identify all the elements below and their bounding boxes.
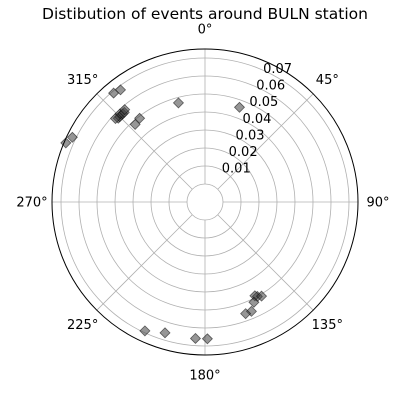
r-tick-label-4: 0.05 <box>249 95 278 110</box>
data-point-20 <box>240 308 252 320</box>
data-point-10 <box>119 104 131 116</box>
theta-tick-label-5: 225° <box>67 318 98 333</box>
polar-frame <box>51 48 359 356</box>
data-point-17 <box>255 290 268 302</box>
theta-tick-label-1: 45° <box>316 73 339 88</box>
data-point-18 <box>248 296 260 308</box>
r-tick-label-5: 0.06 <box>256 79 285 94</box>
r-tick-label-6: 0.07 <box>263 62 292 77</box>
r-tick-label-0: 0.01 <box>222 162 251 177</box>
grid <box>52 49 358 355</box>
data-point-13 <box>66 131 78 143</box>
angular-gridline-3 <box>217 214 314 311</box>
theta-tick-label-3: 135° <box>312 318 343 333</box>
r-tick-label-2: 0.03 <box>236 128 265 143</box>
r-tick-label-1: 0.02 <box>229 145 258 160</box>
data-point-23 <box>159 327 171 339</box>
r-tick-label-3: 0.04 <box>242 112 271 127</box>
angle-tick-labels: 0° 45° 90° 135° 180° 225° 270° 315° <box>16 23 389 384</box>
angular-gridline-5 <box>96 214 193 311</box>
inner-gridline <box>186 183 224 221</box>
data-point-1 <box>172 97 185 109</box>
data-point-2 <box>129 118 141 130</box>
data-point-9 <box>109 112 122 125</box>
angular-gridline-1 <box>217 93 314 190</box>
theta-tick-label-4: 180° <box>189 369 220 384</box>
data-point-22 <box>189 332 202 345</box>
angular-gridline-7 <box>96 93 193 190</box>
theta-tick-label-0: 0° <box>198 23 213 38</box>
data-point-24 <box>139 325 151 337</box>
data-points <box>60 84 268 345</box>
theta-tick-label-6: 270° <box>16 196 47 211</box>
radius-tick-labels: 0.01 0.02 0.030.04 0.050.06 0.07 <box>222 62 292 177</box>
chart-title: Distibution of events around BULN statio… <box>42 5 368 23</box>
data-point-0 <box>233 101 246 113</box>
data-point-21 <box>201 333 213 345</box>
data-point-12 <box>108 87 120 99</box>
data-point-3 <box>134 112 146 124</box>
theta-tick-label-2: 90° <box>366 196 389 211</box>
theta-tick-label-7: 315° <box>67 73 98 88</box>
